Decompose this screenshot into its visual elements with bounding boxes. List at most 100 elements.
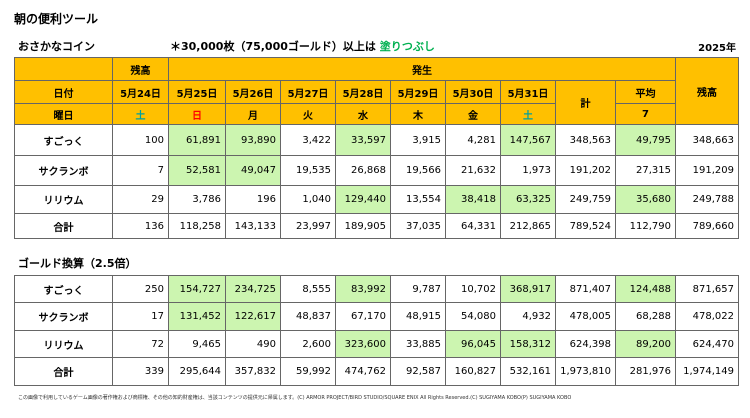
header-cell: 残高 [112, 57, 169, 81]
value-cell: 72 [112, 330, 169, 358]
footer: この画像で利用しているゲーム画像の著作権および商標権、その他の知的財産権は、当該… [18, 395, 572, 401]
date-cell: 5月31日 [500, 80, 556, 104]
value-cell: 118,258 [168, 213, 226, 239]
value-cell: 249,788 [675, 185, 739, 214]
value-cell: 789,660 [675, 213, 739, 239]
weekday-cell: 火 [280, 103, 336, 125]
value-cell: 368,917 [500, 275, 556, 303]
value-cell: 96,045 [445, 330, 501, 358]
value-cell: 143,133 [225, 213, 281, 239]
date-cell: 5月26日 [225, 80, 281, 104]
value-cell: 131,452 [168, 302, 226, 331]
coin-table: 残高 発生 残高 日付 5月24日 5月25日 5月26日 5月27日 5月28日 5月29日 5月… [14, 57, 739, 239]
data-row: すごっく 250 154,727 234,725 8,555 83,992 9,787 10,… [14, 275, 739, 303]
value-cell: 154,727 [168, 275, 226, 303]
value-cell: 112,790 [615, 213, 676, 239]
value-cell: 10,702 [445, 275, 501, 303]
data-row: サクランボ 7 52,581 49,047 19,535 26,868 19,566 21,6… [14, 155, 739, 186]
value-cell: 17 [112, 302, 169, 331]
row-label: すごっく [14, 275, 113, 303]
header-cell: 7 [615, 103, 676, 125]
value-cell: 100 [112, 124, 169, 156]
value-cell: 490 [225, 330, 281, 358]
value-cell: 191,209 [675, 155, 739, 186]
weekday-cell: 木 [390, 103, 446, 125]
value-cell: 234,725 [225, 275, 281, 303]
header-cell: 計 [555, 80, 616, 125]
value-cell: 348,563 [555, 124, 616, 156]
row-label: すごっく [14, 124, 113, 156]
value-cell: 52,581 [168, 155, 226, 186]
value-cell: 48,915 [390, 302, 446, 331]
title: 朝の便利ツール [14, 12, 99, 26]
value-cell: 147,567 [500, 124, 556, 156]
value-cell: 196 [225, 185, 281, 214]
value-cell: 357,832 [225, 357, 281, 386]
data-row: すごっく 100 61,891 93,890 3,422 33,597 3,915 4,281… [14, 124, 739, 156]
value-cell: 13,554 [390, 185, 446, 214]
value-cell: 33,597 [335, 124, 391, 156]
value-cell: 7 [112, 155, 169, 186]
value-cell: 212,865 [500, 213, 556, 239]
note-text: ＊30,000枚（75,000ゴールド）以上は [170, 40, 376, 53]
value-cell: 19,566 [390, 155, 446, 186]
value-cell: 26,868 [335, 155, 391, 186]
value-cell: 4,281 [445, 124, 501, 156]
weekday-cell: 土 [112, 103, 169, 125]
header-cell: 残高 [675, 57, 739, 125]
value-cell: 33,885 [390, 330, 446, 358]
value-cell: 532,161 [500, 357, 556, 386]
value-cell: 4,932 [500, 302, 556, 331]
value-cell: 348,663 [675, 124, 739, 156]
value-cell: 160,827 [445, 357, 501, 386]
date-cell: 5月24日 [112, 80, 169, 104]
value-cell: 29 [112, 185, 169, 214]
value-cell: 124,488 [615, 275, 676, 303]
value-cell: 624,398 [555, 330, 616, 358]
value-cell: 59,992 [280, 357, 336, 386]
data-row: 合計 339 295,644 357,832 59,992 474,762 92,587 16… [14, 357, 739, 386]
value-cell: 64,331 [445, 213, 501, 239]
value-cell: 61,891 [168, 124, 226, 156]
date-cell: 5月27日 [280, 80, 336, 104]
value-cell: 49,795 [615, 124, 676, 156]
data-row: リリウム 29 3,786 196 1,040 129,440 13,554 38,418 63… [14, 185, 739, 214]
date-cell: 5月30日 [445, 80, 501, 104]
value-cell: 37,035 [390, 213, 446, 239]
value-cell: 3,422 [280, 124, 336, 156]
value-cell: 9,787 [390, 275, 446, 303]
date-cell: 5月28日 [335, 80, 391, 104]
value-cell: 478,022 [675, 302, 739, 331]
value-cell: 3,786 [168, 185, 226, 214]
subtitle: おさかなコイン [18, 40, 95, 53]
row-label: 合計 [14, 213, 113, 239]
value-cell: 122,617 [225, 302, 281, 331]
value-cell: 191,202 [555, 155, 616, 186]
value-cell: 871,657 [675, 275, 739, 303]
value-cell: 63,325 [500, 185, 556, 214]
value-cell: 789,524 [555, 213, 616, 239]
value-cell: 49,047 [225, 155, 281, 186]
date-cell: 5月25日 [168, 80, 226, 104]
gold-table: すごっく 250 154,727 234,725 8,555 83,992 9,787 10,… [14, 275, 739, 386]
value-cell: 295,644 [168, 357, 226, 386]
value-cell: 67,170 [335, 302, 391, 331]
value-cell: 871,407 [555, 275, 616, 303]
data-row: 合計 136 118,258 143,133 23,997 189,905 37,035 64… [14, 213, 739, 239]
value-cell: 19,535 [280, 155, 336, 186]
value-cell: 136 [112, 213, 169, 239]
value-cell: 339 [112, 357, 169, 386]
value-cell: 1,973,810 [555, 357, 616, 386]
value-cell: 35,680 [615, 185, 676, 214]
note: ＊30,000枚（75,000ゴールド）以上は 塗りつぶし [170, 38, 435, 54]
value-cell: 54,080 [445, 302, 501, 331]
value-cell: 281,976 [615, 357, 676, 386]
section-title: ゴールド換算（2.5倍） [18, 257, 137, 270]
header-cell: 発生 [168, 57, 676, 81]
value-cell: 27,315 [615, 155, 676, 186]
value-cell: 9,465 [168, 330, 226, 358]
weekday-cell: 土 [500, 103, 556, 125]
header-cell: 平均 [615, 80, 676, 104]
header-row: 曜日土日月火水木金土 7 [14, 103, 739, 125]
